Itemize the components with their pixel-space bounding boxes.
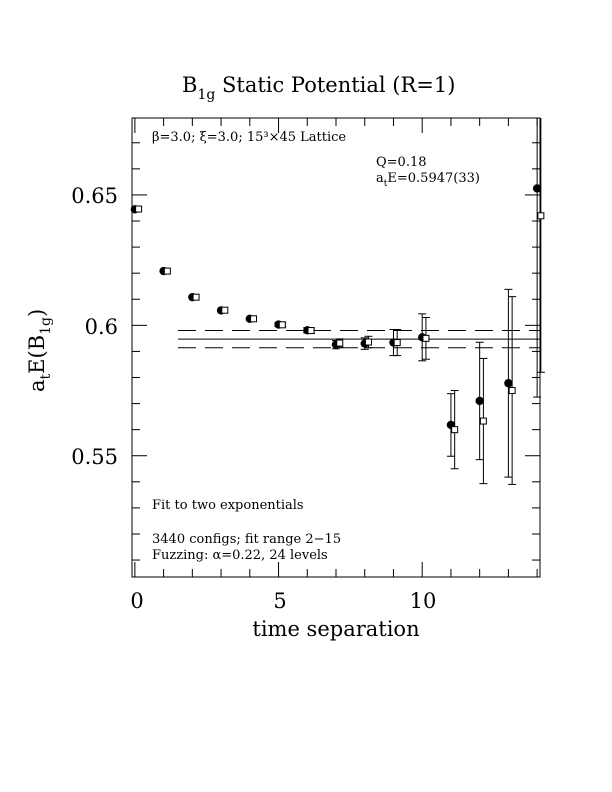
- x-tick-labels: 0 5 10: [130, 589, 436, 613]
- data-point-square: [278, 321, 286, 329]
- configs-annotation: 3440 configs; fit range 2−15: [152, 532, 341, 547]
- x-tick-label-5: 5: [273, 589, 286, 613]
- data-point-square: [163, 267, 171, 275]
- data-point-square: [250, 315, 258, 323]
- y-tick-labels: 0.55 0.6 0.65: [71, 184, 118, 469]
- energy-rest: E=0.5947(33): [387, 171, 480, 186]
- fuzzing-annotation: Fuzzing: α=0.22, 24 levels: [152, 548, 328, 563]
- y-tick-label-0.6: 0.6: [85, 315, 118, 339]
- q-annotation: Q=0.18: [376, 155, 427, 170]
- data-point-circle: [532, 184, 542, 193]
- ylabel-sub-t: t: [38, 373, 54, 379]
- fit-band: [177, 330, 540, 349]
- energy-annotation: atE=0.5947(33): [376, 171, 480, 189]
- lattice-annotation: β=3.0; ξ=3.0; 15³×45 Lattice: [152, 130, 346, 145]
- y-tick-label-0.65: 0.65: [71, 184, 118, 208]
- chart-title: B1g Static Potential (R=1): [182, 73, 455, 103]
- data-point-square: [537, 212, 545, 220]
- data-point-square: [336, 339, 344, 347]
- fit-annotation: Fit to two exponentials: [152, 498, 304, 513]
- ylabel-a: a: [25, 379, 49, 392]
- title-main: B: [182, 73, 197, 97]
- ylabel-e: E(B: [25, 335, 49, 374]
- data-point-square: [451, 426, 459, 434]
- y-axis-label: atE(B1g): [25, 309, 54, 392]
- data-point-square: [135, 205, 143, 213]
- energy-a: a: [376, 171, 384, 186]
- y-tick-label-0.55: 0.55: [71, 445, 118, 469]
- ylabel-close: ): [25, 309, 49, 317]
- data-point-square: [221, 306, 229, 314]
- data-points: [130, 118, 545, 485]
- data-point-square: [364, 338, 372, 346]
- data-point-square: [307, 327, 315, 335]
- x-tick-label-0: 0: [130, 589, 143, 613]
- x-axis-label: time separation: [252, 617, 419, 641]
- data-point-square: [422, 334, 430, 342]
- data-point-square: [508, 387, 516, 395]
- title-rest: Static Potential (R=1): [215, 73, 455, 97]
- data-point-circle: [504, 379, 513, 388]
- axis-ticks: [132, 118, 540, 577]
- ylabel-sub-1g: 1g: [38, 317, 54, 335]
- title-subscript: 1g: [197, 87, 215, 103]
- data-point-square: [192, 293, 200, 301]
- data-point-square: [479, 417, 487, 425]
- data-point-circle: [475, 396, 484, 406]
- x-tick-label-10: 10: [410, 589, 437, 613]
- data-point-square: [393, 339, 401, 347]
- energy-sub-t: t: [384, 179, 388, 189]
